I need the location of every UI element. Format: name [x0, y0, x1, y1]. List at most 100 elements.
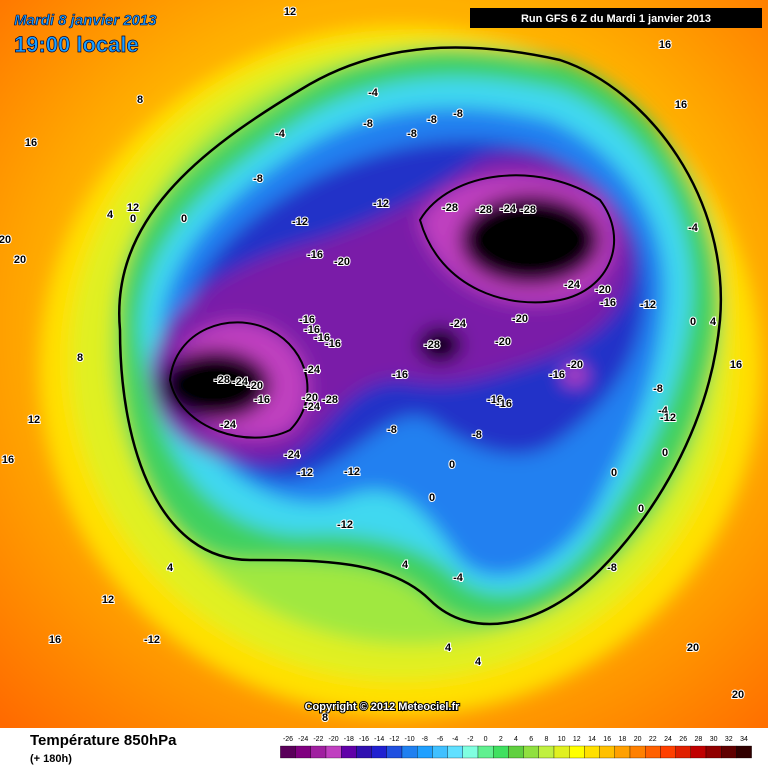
colorbar-label: -16	[359, 736, 369, 743]
contour-label: -16	[600, 297, 616, 309]
colorbar-label: -4	[452, 736, 458, 743]
contour-label: 0	[638, 503, 644, 515]
contour-label: -16	[299, 314, 315, 326]
contour-label: -28	[322, 394, 338, 406]
colorbar-swatch	[660, 745, 676, 759]
colorbar-label: 34	[740, 736, 748, 743]
contour-label: -8	[472, 429, 482, 441]
contour-label: -24	[284, 449, 301, 461]
colorbar-label: 6	[529, 736, 533, 743]
contour-label: 20	[732, 689, 744, 701]
colorbar-swatch	[690, 745, 707, 759]
contour-label: 12	[28, 414, 40, 426]
contour-label: -4	[658, 405, 669, 417]
contour-label: 16	[25, 137, 37, 149]
colorbar-swatch	[447, 745, 463, 759]
contour-label: -28	[214, 374, 230, 386]
contour-label: 4	[710, 316, 717, 328]
colorbar-swatch	[295, 745, 311, 759]
footer-title: Température 850hPa	[30, 732, 177, 749]
contour-label: -24	[500, 203, 517, 215]
copyright: Copyright © 2012 Meteociel.fr	[305, 701, 461, 713]
colorbar-swatch	[675, 745, 691, 759]
colorbar-swatch	[386, 745, 403, 759]
contour-label: 20	[0, 234, 11, 246]
contour-label: -24	[304, 401, 321, 413]
contour-label: -20	[302, 392, 318, 404]
contour-label: -4	[275, 128, 286, 140]
contour-label: -24	[304, 364, 321, 376]
contour-label: -24	[232, 376, 249, 388]
contour-label: -12	[292, 216, 308, 228]
colorbar-label: 22	[649, 736, 657, 743]
contour-label: -8	[253, 173, 263, 185]
date-title: Mardi 8 janvier 2013	[14, 12, 157, 29]
colorbar-label: -10	[405, 736, 415, 743]
contour-label: 4	[402, 559, 409, 571]
contour-label: -24	[564, 279, 581, 291]
contour-label: -12	[640, 299, 656, 311]
contour-label: 16	[2, 454, 14, 466]
colorbar-swatch	[705, 745, 722, 759]
contour-label: -12	[660, 412, 676, 424]
colorbar-label: 20	[634, 736, 642, 743]
contour-label: 8	[137, 94, 143, 106]
contour-label: -24	[220, 419, 237, 431]
colorbar-label: 18	[619, 736, 627, 743]
colorbar-swatch	[280, 745, 296, 759]
colorbar-swatch	[629, 745, 646, 759]
contour-label: -20	[595, 284, 611, 296]
contour-label: -8	[363, 118, 373, 130]
colorbar-label: -24	[298, 736, 308, 743]
contour-label: 0	[662, 447, 668, 459]
colorbar-label: -8	[422, 736, 428, 743]
contour-label: -16	[254, 394, 270, 406]
contour-label: 12	[127, 202, 139, 214]
contour-label: -20	[512, 313, 528, 325]
contour-label: -12	[337, 519, 353, 531]
colorbar-label: 24	[664, 736, 672, 743]
minus20-isotherm	[168, 174, 616, 439]
colorbar-swatch	[432, 745, 448, 759]
contour-label: -16	[304, 324, 320, 336]
colorbar-label: 0	[484, 736, 488, 743]
colorbar-swatch	[417, 745, 433, 759]
contour-label: -8	[427, 114, 437, 126]
colorbar-label: -14	[374, 736, 384, 743]
colorbar-swatch	[477, 745, 494, 759]
contour-label: 12	[102, 594, 114, 606]
run-label: Run GFS 6 Z du Mardi 1 janvier 2013	[521, 13, 711, 25]
contour-label: -12	[344, 466, 360, 478]
contour-label: 4	[445, 642, 452, 654]
colorbar-label: 14	[588, 736, 596, 743]
contour-labels: -28 -24 -20-16-24-20-24-28-24-12 -12-16-16-…	[0, 5, 745, 725]
contour-label: -28	[520, 204, 536, 216]
contour-label: -16	[314, 332, 330, 344]
contour-label: -12	[373, 198, 389, 210]
contour-label: -16	[392, 369, 408, 381]
colorbar-swatch	[599, 745, 615, 759]
contour-label: 0	[611, 467, 617, 479]
contour-label: -12	[297, 467, 313, 479]
contour-label: 16	[49, 634, 61, 646]
colorbar-label: 12	[573, 736, 581, 743]
run-box	[470, 8, 762, 28]
colorbar-swatch	[325, 745, 342, 759]
colorbar-label: 2	[499, 736, 503, 743]
colorbar-swatch	[356, 745, 372, 759]
contour-label: -8	[387, 424, 397, 436]
colorbar-label: 10	[558, 736, 566, 743]
contour-label: -16	[487, 394, 503, 406]
colorbar-label: -18	[344, 736, 354, 743]
contour-label: 16	[730, 359, 742, 371]
colorbar-swatch	[721, 745, 737, 759]
contour-label: -12	[144, 634, 160, 646]
colorbar-label: 16	[603, 736, 611, 743]
colorbar-label: 28	[695, 736, 703, 743]
colorbar-label: 32	[725, 736, 733, 743]
contour-label: 0	[181, 213, 187, 225]
contour-label: -20	[567, 359, 583, 371]
colorbar: -26 -24 -22 -20 -18 -16 -14 -12 -10 -8 -6 -4 -2 0 2 4 6 8…	[280, 736, 752, 759]
contour-label: -24	[450, 318, 467, 330]
